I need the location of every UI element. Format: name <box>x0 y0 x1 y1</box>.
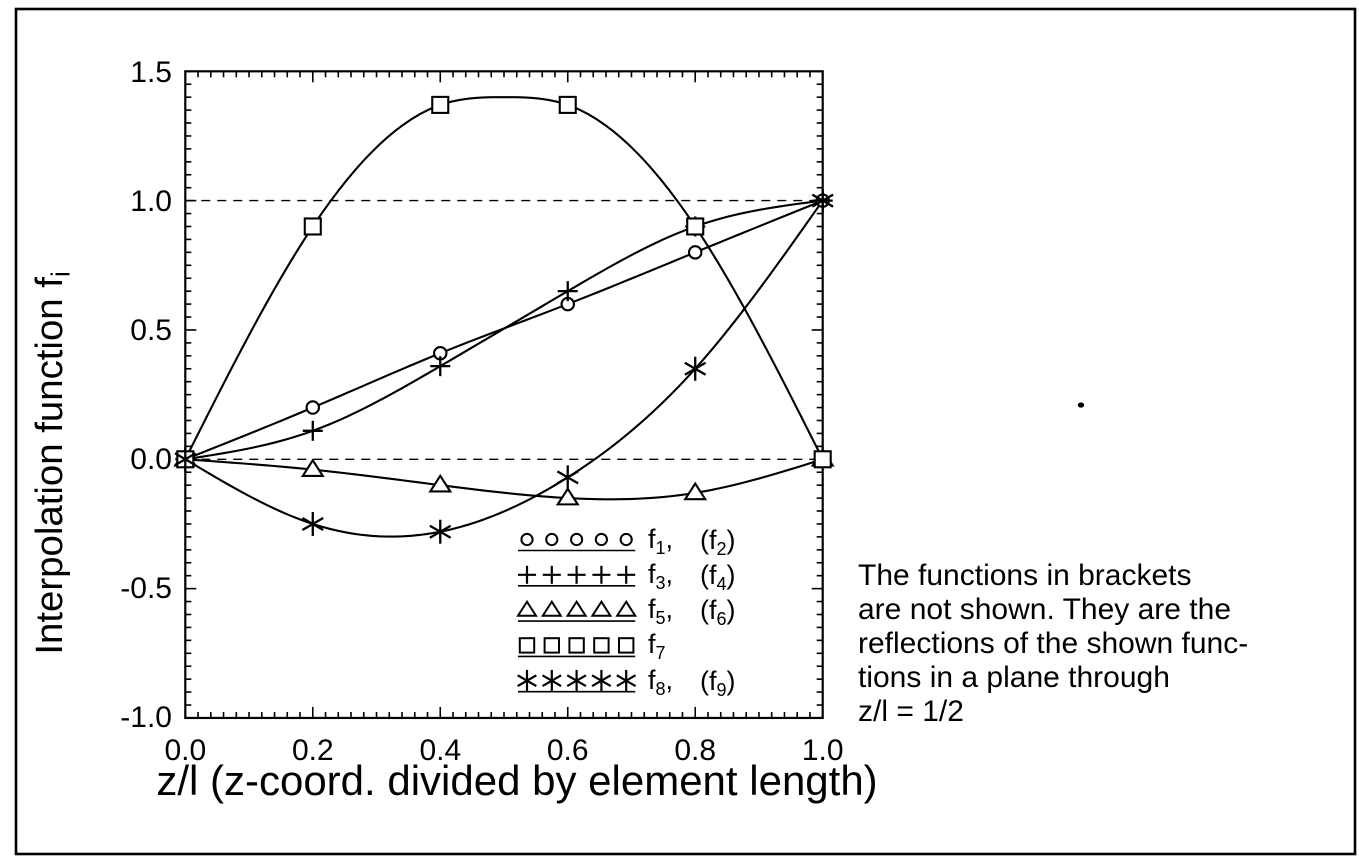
svg-text:1.5: 1.5 <box>130 56 172 89</box>
svg-text:are not shown. They are the: are not shown. They are the <box>858 593 1231 626</box>
svg-text:f5,: f5, <box>648 594 673 628</box>
svg-text:z/l (z-coord. divided by eleme: z/l (z-coord. divided by element length) <box>156 757 877 804</box>
svg-text:(f9): (f9) <box>700 666 736 700</box>
svg-text:f8,: f8, <box>648 665 673 699</box>
svg-text:z/l = 1/2: z/l = 1/2 <box>858 695 964 728</box>
svg-text:(f6): (f6) <box>700 595 736 629</box>
svg-text:0.0: 0.0 <box>130 443 172 476</box>
svg-text:tions in a plane through: tions in a plane through <box>858 661 1170 694</box>
svg-text:Interpolation function fi: Interpolation function fi <box>28 271 76 654</box>
svg-text:-1.0: -1.0 <box>120 701 172 734</box>
svg-text:0.5: 0.5 <box>130 314 172 347</box>
svg-text:f1,: f1, <box>648 524 673 558</box>
svg-text:f3,: f3, <box>648 559 673 593</box>
svg-text:1.0: 1.0 <box>130 185 172 218</box>
svg-text:(f4): (f4) <box>700 560 736 594</box>
svg-text:(f2): (f2) <box>700 525 736 559</box>
svg-text:The functions in brackets: The functions in brackets <box>858 559 1192 592</box>
svg-text:reflections of the shown func-: reflections of the shown func- <box>858 627 1248 660</box>
svg-text:f7: f7 <box>648 629 666 663</box>
svg-text:-0.5: -0.5 <box>120 572 172 605</box>
